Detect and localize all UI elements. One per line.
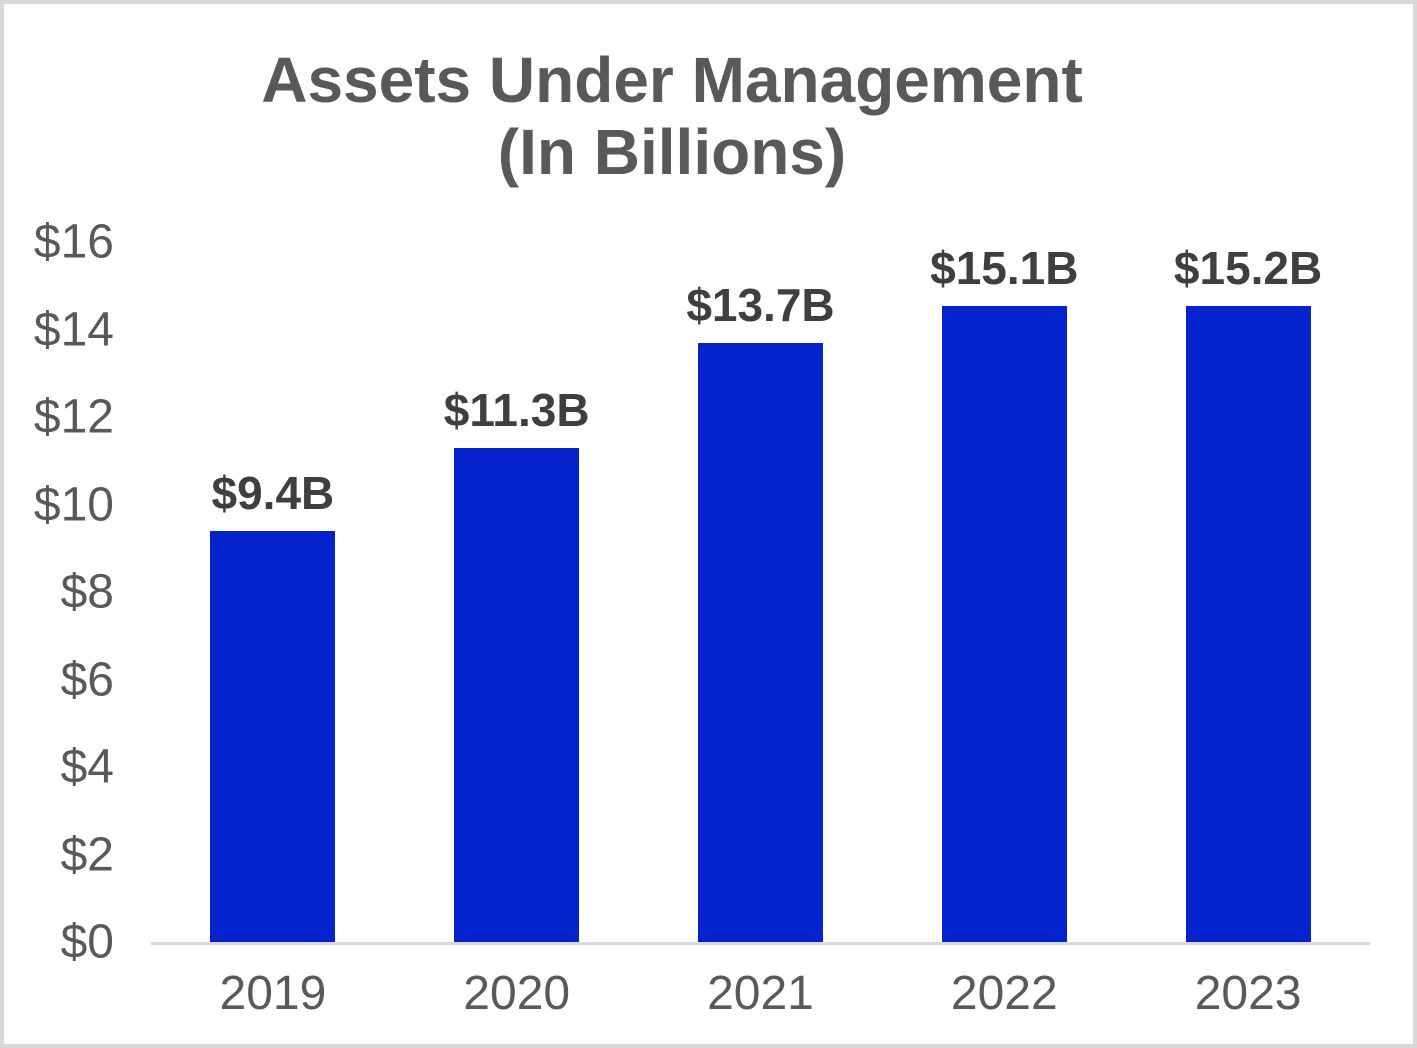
chart-title: Assets Under Management (In Billions) <box>4 44 1340 188</box>
x-tick-label-2019: 2019 <box>219 967 327 1020</box>
bar-group-2022: $15.1B 2022 <box>930 242 1078 1020</box>
x-tick-label-2022: 2022 <box>950 967 1058 1020</box>
y-tick-label-6: $6 <box>60 653 114 706</box>
y-axis: $0 $2 $4 $6 $8 $10 $12 $14 $16 <box>4 4 114 1044</box>
bar-value-label-2019: $9.4B <box>211 466 335 519</box>
chart-title-line1: Assets Under Management <box>261 44 1083 116</box>
bar-group-2019: $9.4B 2019 <box>210 242 336 1020</box>
y-tick-label-8: $8 <box>60 565 114 619</box>
y-tick-label-0: $0 <box>60 915 114 969</box>
plot-area: $9.4B 2019 $11.3B 2020 $13.7B 2021 $15.1B 2022 $… <box>151 242 1370 1020</box>
bar-2022 <box>941 306 1067 942</box>
y-tick-label-10: $10 <box>33 478 114 531</box>
bar-2023 <box>1185 306 1311 942</box>
bar-2020 <box>454 447 580 942</box>
bar-2021 <box>697 342 823 942</box>
y-tick-label-4: $4 <box>60 740 114 794</box>
bar-value-label-2021: $13.7B <box>686 278 835 331</box>
x-tick-label-2023: 2023 <box>1194 967 1302 1020</box>
y-tick-label-12: $12 <box>33 390 114 444</box>
bar-2019 <box>210 530 336 942</box>
x-tick-label-2020: 2020 <box>463 967 571 1020</box>
y-tick-label-2: $2 <box>60 828 114 881</box>
bar-group-2021: $13.7B 2021 <box>686 242 834 1020</box>
bar-value-label-2020: $11.3B <box>443 383 590 436</box>
bar-group-2023: $15.2B 2023 <box>1174 242 1322 1020</box>
chart-title-line2: (In Billions) <box>497 116 847 188</box>
bar-value-label-2023: $15.2B <box>1173 242 1323 294</box>
x-tick-label-2021: 2021 <box>707 967 814 1020</box>
bar-group-2020: $11.3B 2020 <box>444 242 590 1020</box>
bar-value-label-2022: $15.1B <box>930 242 1079 294</box>
y-tick-label-14: $14 <box>33 303 114 356</box>
y-tick-label-16: $16 <box>33 215 114 269</box>
